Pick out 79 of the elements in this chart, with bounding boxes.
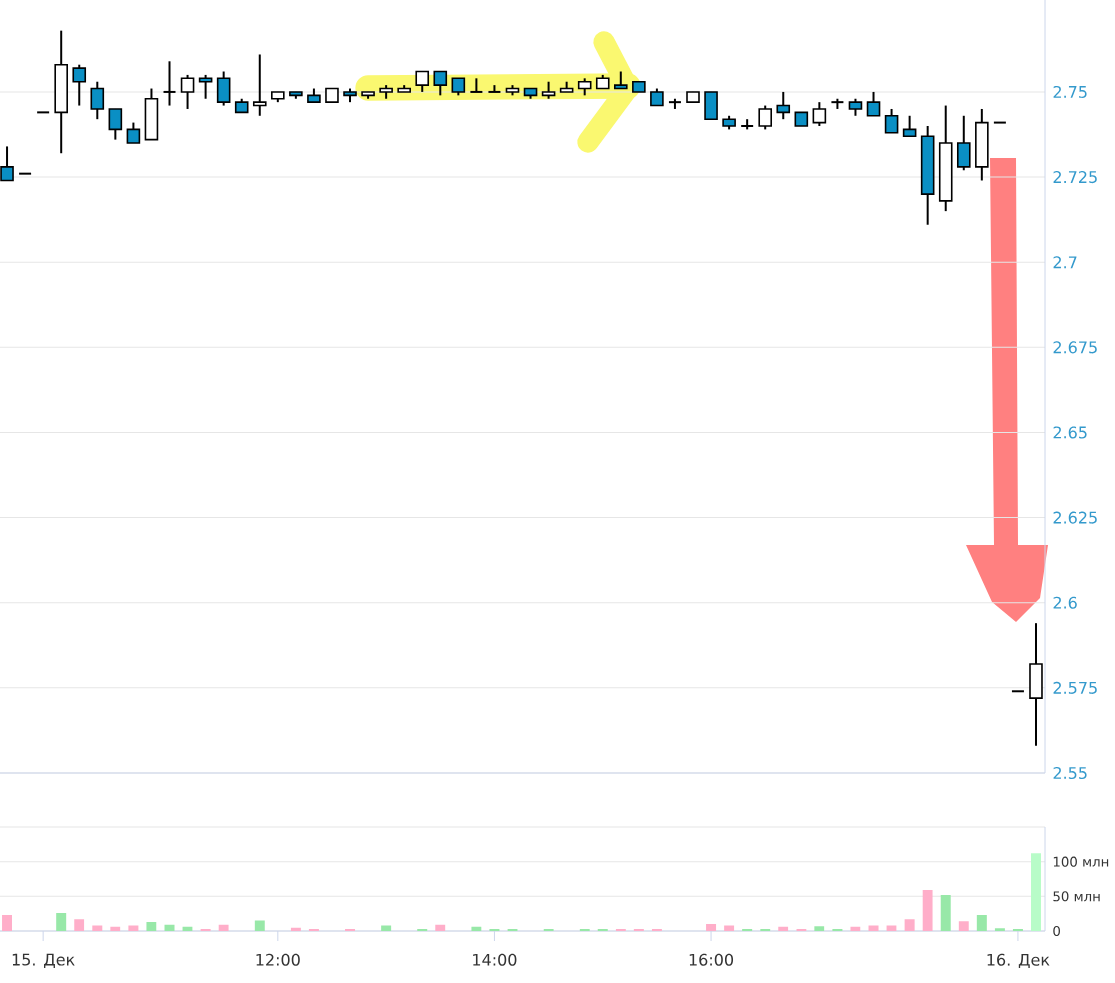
bar xyxy=(1012,928,1023,931)
bar xyxy=(381,925,392,931)
bar xyxy=(633,928,644,931)
bar xyxy=(814,926,825,931)
y-tick-label: 2.6 xyxy=(1053,596,1077,609)
bar xyxy=(110,926,121,931)
bar xyxy=(706,924,717,931)
bar xyxy=(56,912,67,931)
bar xyxy=(958,921,969,931)
candlestick xyxy=(36,111,51,114)
y-tick-label: 2.675 xyxy=(1053,341,1097,354)
candlestick xyxy=(0,145,14,182)
candlestick xyxy=(469,77,484,93)
bar xyxy=(146,921,157,931)
candlestick xyxy=(126,121,141,145)
bar xyxy=(832,928,843,931)
x-tick-label: 14:00 xyxy=(473,953,517,966)
x-tick-label: 12:00 xyxy=(256,953,300,966)
bar xyxy=(1030,853,1041,931)
bar xyxy=(940,894,951,931)
bar xyxy=(128,925,139,931)
y-tick-label: 2.575 xyxy=(1053,681,1097,694)
bar xyxy=(994,928,1005,931)
candlestick xyxy=(884,107,899,134)
bar xyxy=(922,890,933,931)
candlestick xyxy=(18,172,33,175)
bar xyxy=(597,928,608,931)
candlestick xyxy=(433,70,448,97)
bar xyxy=(435,924,446,931)
candlestick xyxy=(902,114,917,138)
x-tick-label: 15. Дек xyxy=(12,953,75,968)
y-tick-label: 0 xyxy=(1053,925,1060,937)
candlestick xyxy=(180,73,195,110)
candlestick xyxy=(72,63,87,107)
bar xyxy=(742,928,753,931)
candlestick xyxy=(90,80,105,121)
candlestick xyxy=(956,114,971,172)
candlestick xyxy=(758,104,773,131)
bar xyxy=(543,928,554,931)
candlestick xyxy=(812,101,827,127)
candlestick xyxy=(866,90,881,117)
candlestick xyxy=(415,70,430,93)
y-tick-label: 2.55 xyxy=(1053,766,1087,780)
bar xyxy=(417,928,428,931)
y-tick-label: 100 млн xyxy=(1053,856,1109,867)
candlestick xyxy=(216,70,231,107)
bar xyxy=(886,925,897,931)
y-tick-label: 2.75 xyxy=(1053,85,1087,98)
candlestick xyxy=(198,73,213,100)
bar xyxy=(489,928,500,931)
candlestick xyxy=(252,53,267,117)
bar xyxy=(868,925,879,931)
bar xyxy=(651,928,662,931)
bar xyxy=(615,928,626,931)
candlestick xyxy=(992,121,1007,124)
y-tick-label: 2.7 xyxy=(1053,256,1077,269)
bar xyxy=(2,915,13,931)
y-tick-label: 2.65 xyxy=(1053,426,1087,439)
bar xyxy=(164,924,175,931)
y-tick-label: 2.625 xyxy=(1053,511,1097,524)
bar xyxy=(778,926,789,931)
bar xyxy=(579,928,590,931)
candlestick xyxy=(108,107,123,141)
bar xyxy=(850,926,861,931)
bar xyxy=(904,919,915,931)
bar xyxy=(724,925,735,931)
bar xyxy=(976,915,987,931)
bar xyxy=(92,925,103,931)
bar xyxy=(200,928,211,931)
bar xyxy=(308,928,319,931)
y-tick-label: 50 млн xyxy=(1053,891,1100,902)
bar xyxy=(345,928,356,931)
bar xyxy=(74,919,85,931)
y-tick-label: 2.725 xyxy=(1053,171,1097,184)
x-tick-label: 16:00 xyxy=(689,953,734,966)
x-tick-label: 16. Дек xyxy=(987,953,1050,969)
candlestick xyxy=(776,90,791,121)
candlestick xyxy=(1010,690,1025,693)
candlestick xyxy=(162,60,177,107)
